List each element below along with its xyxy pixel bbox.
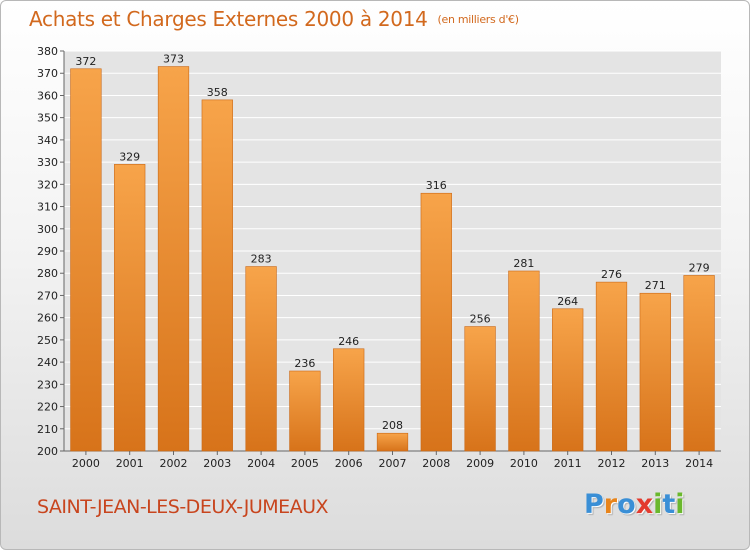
- bar-value-label: 256: [470, 313, 491, 326]
- bar-value-label: 373: [163, 53, 184, 66]
- y-tick-label: 300: [37, 223, 58, 236]
- bar-value-label: 283: [251, 253, 272, 266]
- y-tick-label: 260: [37, 312, 58, 325]
- y-tick-label: 320: [37, 178, 58, 191]
- bar: [464, 326, 496, 452]
- x-tick-label: 2012: [598, 457, 626, 470]
- bar: [508, 270, 540, 452]
- x-tick-label: 2009: [466, 457, 494, 470]
- bar-value-label: 358: [207, 86, 228, 99]
- y-tick-label: 220: [37, 401, 58, 414]
- bar: [683, 275, 715, 452]
- x-tick-label: 2014: [685, 457, 713, 470]
- bar: [552, 308, 584, 452]
- bar-value-label: 264: [557, 295, 578, 308]
- logo-letter: P: [584, 489, 604, 520]
- bar: [420, 192, 452, 452]
- y-tick-label: 370: [37, 67, 58, 80]
- x-tick-label: 2005: [291, 457, 319, 470]
- y-tick-label: 310: [37, 201, 58, 214]
- logo-letter: t: [662, 489, 676, 520]
- y-tick-label: 340: [37, 134, 58, 147]
- y-tick-label: 280: [37, 267, 58, 280]
- bar: [333, 348, 365, 452]
- chart-title: Achats et Charges Externes 2000 à 2014 (e…: [29, 7, 519, 31]
- bar: [245, 266, 277, 452]
- logo-letter: r: [603, 489, 618, 520]
- chart-title-text: Achats et Charges Externes 2000 à 2014: [29, 7, 428, 31]
- y-tick-label: 240: [37, 356, 58, 369]
- y-tick-label: 210: [37, 423, 58, 436]
- y-tick-label: 270: [37, 289, 58, 302]
- x-tick-label: 2000: [72, 457, 100, 470]
- plot-area: 200 210 220 230 240 250 260 270 280 290 300 310 320 3…: [37, 45, 721, 470]
- bar-value-label: 276: [601, 268, 622, 281]
- y-tick-label: 200: [37, 445, 58, 458]
- commune-name: SAINT-JEAN-LES-DEUX-JUMEAUX: [37, 496, 329, 518]
- x-tick-label: 2010: [510, 457, 538, 470]
- x-tick-label: 2004: [247, 457, 275, 470]
- bar: [201, 99, 233, 452]
- x-tick-label: 2001: [116, 457, 144, 470]
- logo-letter: i: [675, 489, 685, 520]
- bar: [70, 68, 102, 452]
- chart-subtitle: (en milliers d'€): [437, 13, 519, 26]
- y-tick-label: 380: [37, 45, 58, 58]
- bar-value-label: 329: [119, 150, 140, 163]
- bar-value-label: 246: [338, 335, 359, 348]
- bar-value-label: 236: [294, 357, 315, 370]
- y-tick-label: 350: [37, 112, 58, 125]
- bar-value-label: 316: [426, 179, 447, 192]
- x-tick-label: 2006: [335, 457, 363, 470]
- logo-letter: o: [617, 489, 636, 520]
- bar: [639, 292, 671, 452]
- bar: [289, 370, 321, 452]
- proxiti-logo: Proxiti: [584, 489, 685, 520]
- x-tick-label: 2007: [379, 457, 407, 470]
- bar: [376, 432, 409, 452]
- y-tick-label: 330: [37, 156, 58, 169]
- bar: [157, 66, 190, 452]
- y-tick-label: 290: [37, 245, 58, 258]
- y-tick-label: 360: [37, 89, 58, 102]
- bar-value-label: 279: [689, 261, 710, 274]
- x-tick-label: 2002: [160, 457, 188, 470]
- bar-value-label: 271: [645, 279, 666, 292]
- x-tick-label: 2011: [554, 457, 582, 470]
- x-tick-label: 2008: [422, 457, 450, 470]
- y-tick-label: 250: [37, 334, 58, 347]
- bar-value-label: 208: [382, 419, 403, 432]
- bar: [114, 164, 146, 452]
- bar: [595, 281, 628, 452]
- bar-value-label: 281: [513, 257, 534, 270]
- x-tick-label: 2003: [203, 457, 231, 470]
- x-tick-label: 2013: [641, 457, 669, 470]
- logo-letter: x: [635, 489, 654, 520]
- logo-letter: i: [653, 489, 663, 520]
- y-tick-label: 230: [37, 378, 58, 391]
- bar-value-label: 372: [75, 55, 96, 68]
